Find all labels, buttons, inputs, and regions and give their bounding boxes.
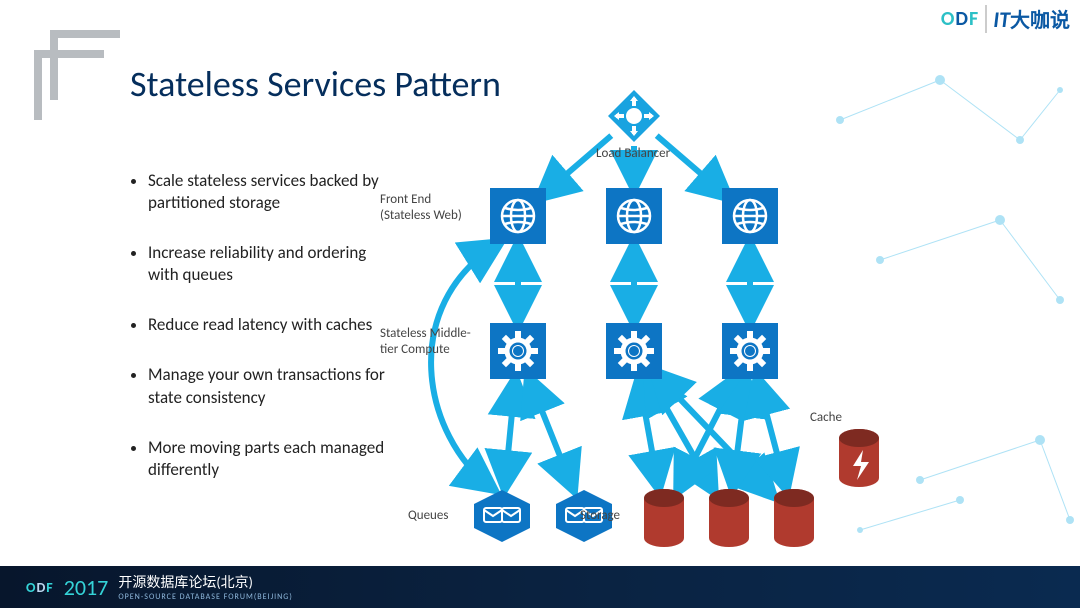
logo-separator bbox=[985, 5, 987, 33]
architecture-diagram: Load Balancer Front End (Stateless Web) St… bbox=[380, 88, 960, 558]
footer-text: 开源数据库论坛(北京) OPEN-SOURCE DATABASE FORUM(B… bbox=[118, 572, 292, 602]
node-mt3 bbox=[722, 323, 778, 379]
node-s1 bbox=[640, 488, 688, 548]
footer-odf-logo: ODF bbox=[26, 579, 54, 596]
node-cache bbox=[835, 428, 883, 488]
node-s3 bbox=[770, 488, 818, 548]
tier-label: Storage bbox=[580, 508, 640, 524]
bullet-item: Reduce read latency with caches bbox=[148, 314, 390, 336]
node-q1 bbox=[470, 488, 534, 544]
footer-bar: ODF 2017 开源数据库论坛(北京) OPEN-SOURCE DATABAS… bbox=[0, 566, 1080, 608]
tier-label: Load Balancer bbox=[596, 146, 686, 162]
tier-label: Stateless Middle-tier Compute bbox=[380, 326, 480, 357]
node-mt2 bbox=[606, 323, 662, 379]
node-fe1 bbox=[490, 188, 546, 244]
tier-label: Queues bbox=[408, 508, 468, 524]
tier-label: Cache bbox=[810, 410, 870, 426]
bullet-item: More moving parts each managed different… bbox=[148, 437, 390, 481]
node-fe2 bbox=[606, 188, 662, 244]
corner-bracket bbox=[34, 50, 104, 120]
bullet-item: Scale stateless services backed by parti… bbox=[148, 170, 390, 214]
tier-label: Front End (Stateless Web) bbox=[380, 192, 480, 223]
bullet-item: Manage your own transactions for state c… bbox=[148, 364, 390, 408]
bullet-list: Scale stateless services backed by parti… bbox=[130, 170, 390, 509]
odf-logo: ODF bbox=[941, 7, 979, 31]
header-logos: ODF IT大咖说 bbox=[941, 4, 1070, 33]
node-s2 bbox=[705, 488, 753, 548]
bullet-item: Increase reliability and ordering with q… bbox=[148, 242, 390, 286]
node-fe3 bbox=[722, 188, 778, 244]
node-lb bbox=[606, 88, 662, 144]
it-logo: IT大咖说 bbox=[993, 4, 1070, 33]
footer-year: 2017 bbox=[64, 574, 109, 601]
node-mt1 bbox=[490, 323, 546, 379]
